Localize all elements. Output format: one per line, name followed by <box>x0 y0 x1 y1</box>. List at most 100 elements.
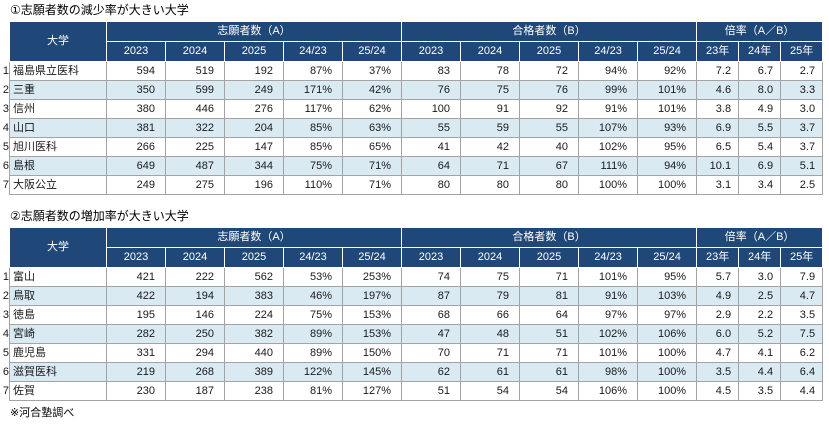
value-cell: 8.0 <box>738 80 782 100</box>
value-cell: 195 <box>106 305 166 325</box>
value-cell: 101% <box>637 80 698 100</box>
value-cell: 2.2 <box>738 305 782 325</box>
table-row: 福島県立医科 594 519 192 87% 37% 83 78 72 94% 92% 7.2 6.7 2… <box>9 61 824 81</box>
value-cell: 103% <box>637 286 698 306</box>
table-row: 鹿児島 331 294 440 89% 150% 70 71 71 101% 100% 4.7 4.1 6… <box>9 343 824 363</box>
value-cell: 421 <box>106 267 166 287</box>
value-cell: 5.7 <box>696 267 740 287</box>
table-body: 富山 421 222 562 53% 253% 74 75 71 101% 95% 5.7 3.0 7.9… <box>9 267 824 401</box>
table-row: 鳥取 422 194 383 46% 197% 87 79 81 91% 103% 4.9 2.5 4.7 <box>9 286 824 306</box>
value-cell: 91 <box>460 99 521 119</box>
value-cell: 76 <box>401 80 462 100</box>
value-cell: 80 <box>401 175 462 195</box>
col-header-ratio-year: 25年 <box>780 41 824 62</box>
table-row: 山口 381 322 204 85% 63% 55 59 55 107% 93% 6.9 5.5 3.7 <box>9 118 824 138</box>
value-cell: 102% <box>578 137 639 157</box>
value-cell: 79 <box>460 286 521 306</box>
col-header-year: 2024 <box>460 247 521 268</box>
value-cell: 10.1 <box>696 156 740 176</box>
value-cell: 276 <box>224 99 284 119</box>
table-row: 宮崎 282 250 382 89% 153% 47 48 51 102% 106% 6.0 5.2 7.… <box>9 324 824 344</box>
value-cell: 7.2 <box>696 61 740 81</box>
value-cell: 40 <box>519 137 580 157</box>
value-cell: 37% <box>341 61 403 81</box>
value-cell: 87 <box>401 286 462 306</box>
value-cell: 194 <box>165 286 225 306</box>
value-cell: 55 <box>519 118 580 138</box>
value-cell: 249 <box>224 80 284 100</box>
value-cell: 68 <box>401 305 462 325</box>
col-header-year: 24/23 <box>283 41 343 62</box>
value-cell: 3.5 <box>738 381 782 401</box>
value-cell: 127% <box>341 381 403 401</box>
table-row: 信州 380 446 276 117% 62% 100 91 92 91% 101% 3.8 4.9 3.… <box>9 99 824 119</box>
value-cell: 95% <box>637 267 698 287</box>
table-row: 滋賀医科 219 268 389 122% 145% 62 61 61 98% 100% 3.5 4.4… <box>9 362 824 382</box>
value-cell: 97% <box>637 305 698 325</box>
value-cell: 61 <box>460 362 521 382</box>
value-cell: 85% <box>283 118 343 138</box>
col-group-accepted: 合格者数（B） <box>401 227 698 248</box>
value-cell: 100% <box>578 175 639 195</box>
col-header-ratio-year: 23年 <box>696 41 740 62</box>
value-cell: 51 <box>401 381 462 401</box>
col-header-year: 25/24 <box>637 247 698 268</box>
table-row: 旭川医科 266 225 147 85% 65% 41 42 40 102% 95% 6.5 5.4 3.… <box>9 137 824 157</box>
value-cell: 63% <box>341 118 403 138</box>
col-header-year: 24/23 <box>283 247 343 268</box>
value-cell: 380 <box>106 99 166 119</box>
value-cell: 4.4 <box>780 381 824 401</box>
value-cell: 153% <box>341 324 403 344</box>
value-cell: 7.9 <box>780 267 824 287</box>
row-rank: 4 <box>2 328 9 340</box>
value-cell: 147 <box>224 137 284 157</box>
value-cell: 53% <box>283 267 343 287</box>
row-rank: 2 <box>2 290 9 302</box>
value-cell: 89% <box>283 324 343 344</box>
row-rank: 5 <box>2 347 9 359</box>
university-name-cell: 信州 <box>9 99 107 119</box>
col-header-year: 2023 <box>106 41 166 62</box>
value-cell: 224 <box>224 305 284 325</box>
value-cell: 71% <box>341 175 403 195</box>
value-cell: 66 <box>460 305 521 325</box>
university-name-cell: 三重 <box>9 80 107 100</box>
row-rank: 3 <box>2 309 9 321</box>
col-header-year: 25/24 <box>341 41 403 62</box>
value-cell: 294 <box>165 343 225 363</box>
col-header-year: 25/24 <box>341 247 403 268</box>
header-group-row: 大学 志願者数（A） 合格者数（B） 倍率（A／B） <box>9 21 824 62</box>
value-cell: 5.1 <box>780 156 824 176</box>
value-cell: 383 <box>224 286 284 306</box>
value-cell: 101% <box>637 99 698 119</box>
table-row: 大阪公立 249 275 196 110% 71% 80 80 80 100% 100% 3.1 3.4… <box>9 175 824 195</box>
value-cell: 111% <box>578 156 639 176</box>
value-cell: 275 <box>165 175 225 195</box>
value-cell: 381 <box>106 118 166 138</box>
row-rank: 7 <box>2 385 9 397</box>
increase-table: 大学 志願者数（A） 合格者数（B） 倍率（A／B） 2023 2024 202… <box>9 227 824 401</box>
value-cell: 562 <box>224 267 284 287</box>
value-cell: 4.9 <box>696 286 740 306</box>
col-header-year: 2025 <box>224 41 284 62</box>
col-header-year: 2025 <box>519 41 580 62</box>
value-cell: 204 <box>224 118 284 138</box>
university-name-cell: 富山 <box>9 267 107 287</box>
value-cell: 6.9 <box>738 156 782 176</box>
value-cell: 171% <box>283 80 343 100</box>
value-cell: 71% <box>341 156 403 176</box>
value-cell: 7.5 <box>780 324 824 344</box>
value-cell: 6.2 <box>780 343 824 363</box>
value-cell: 100% <box>637 362 698 382</box>
value-cell: 87% <box>283 61 343 81</box>
value-cell: 72 <box>519 61 580 81</box>
value-cell: 266 <box>106 137 166 157</box>
value-cell: 3.5 <box>780 305 824 325</box>
col-header-year: 2024 <box>460 41 521 62</box>
col-header-year: 25/24 <box>637 41 698 62</box>
value-cell: 4.7 <box>696 343 740 363</box>
value-cell: 382 <box>224 324 284 344</box>
value-cell: 42 <box>460 137 521 157</box>
value-cell: 95% <box>637 137 698 157</box>
